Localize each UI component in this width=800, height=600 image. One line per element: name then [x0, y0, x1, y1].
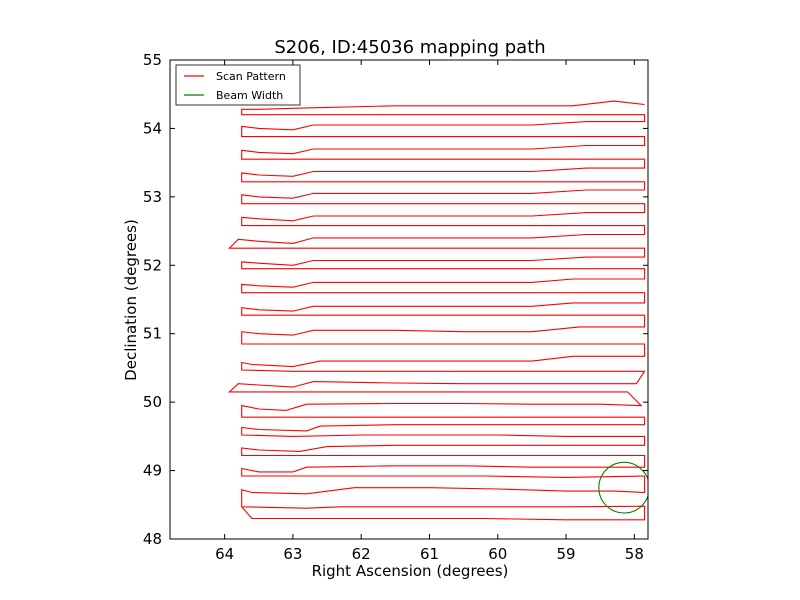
x-tick-label: 61 — [420, 545, 439, 563]
y-tick-label: 51 — [143, 325, 162, 343]
legend: Scan Pattern Beam Width — [175, 64, 301, 106]
x-tick-label: 63 — [283, 545, 302, 563]
y-tick-label: 53 — [143, 188, 162, 206]
y-tick-label: 54 — [143, 119, 162, 137]
legend-label-scan-pattern: Scan Pattern — [216, 70, 286, 83]
x-tick-label: 64 — [215, 545, 234, 563]
y-tick-label: 52 — [143, 256, 162, 274]
series-line-scan-pattern — [227, 100, 646, 521]
x-tick-label: 58 — [625, 545, 644, 563]
y-tick-label: 50 — [143, 393, 162, 411]
y-tick-label: 49 — [143, 462, 162, 480]
chart-title: S206, ID:45036 mapping path — [274, 37, 545, 58]
y-axis-label: Declination (degrees) — [122, 219, 140, 381]
beam-width-circle — [598, 461, 648, 514]
x-tick-label: 59 — [557, 545, 576, 563]
x-tick-label: 62 — [352, 545, 371, 563]
x-axis: 64 63 62 61 60 59 58 — [215, 60, 644, 563]
series-layer — [227, 100, 646, 521]
y-tick-label: 48 — [143, 530, 162, 548]
x-axis-label: Right Ascension (degrees) — [312, 562, 509, 580]
plot-area-frame — [169, 59, 649, 540]
y-tick-label: 55 — [143, 51, 162, 69]
beam-layer — [598, 461, 648, 514]
x-tick-label: 60 — [488, 545, 507, 563]
legend-box — [175, 64, 301, 106]
y-axis: 48 49 50 51 52 53 54 55 — [143, 51, 648, 548]
legend-label-beam-width: Beam Width — [216, 89, 283, 102]
